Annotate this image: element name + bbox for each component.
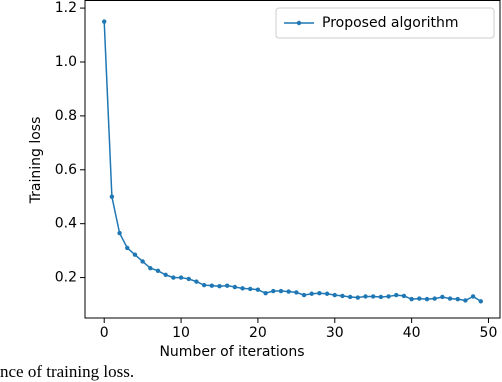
point — [417, 296, 422, 301]
point — [424, 296, 430, 302]
y-tick-label: 0.6 — [55, 162, 77, 178]
point — [148, 265, 153, 271]
point — [355, 295, 361, 300]
point — [163, 272, 168, 278]
point — [125, 245, 130, 251]
y-tick-label: 0.4 — [55, 216, 77, 232]
point — [324, 291, 330, 296]
line — [103, 21, 482, 302]
caption: nce of training loss. — [0, 362, 134, 381]
point — [347, 294, 353, 300]
point — [102, 19, 107, 24]
point — [248, 286, 253, 292]
point — [455, 296, 460, 302]
point — [140, 259, 145, 264]
point — [447, 296, 453, 301]
point — [171, 275, 176, 280]
point — [155, 268, 161, 274]
point — [394, 292, 399, 298]
point — [209, 283, 215, 288]
point — [186, 276, 191, 282]
point — [440, 294, 445, 300]
x-tick-label: 20 — [249, 325, 267, 341]
point — [201, 282, 207, 288]
y-tick-label: 0.8 — [55, 108, 77, 124]
point — [255, 287, 261, 292]
x-tick-label: 0 — [100, 325, 109, 341]
legend-label: Proposed algorithm — [322, 15, 458, 31]
point — [409, 296, 414, 302]
point — [294, 290, 299, 295]
point — [317, 291, 322, 296]
point — [132, 252, 138, 257]
point — [340, 293, 345, 299]
point — [240, 286, 245, 291]
point — [309, 291, 314, 296]
point — [271, 288, 276, 294]
x-axis-label: Number of iterations — [159, 344, 304, 360]
point — [478, 299, 483, 304]
legend-marker — [296, 20, 302, 26]
point — [370, 294, 376, 299]
point — [117, 230, 122, 236]
point — [463, 298, 468, 303]
point — [109, 194, 115, 199]
x-tick-label: 30 — [326, 325, 344, 341]
point — [470, 294, 476, 299]
point — [224, 283, 230, 288]
point — [332, 292, 337, 298]
point — [286, 289, 291, 294]
x-tick-label: 40 — [403, 325, 421, 341]
point — [278, 288, 284, 294]
y-axis-label: Training loss — [28, 117, 44, 205]
plot-frame — [84, 0, 501, 319]
x-tick-label: 10 — [172, 325, 190, 341]
point — [378, 294, 384, 300]
y-tick-label: 0.2 — [55, 270, 77, 286]
x-tick-label: 50 — [480, 325, 498, 341]
point — [401, 293, 407, 299]
point — [363, 294, 368, 299]
point — [263, 291, 268, 296]
y-tick-label: 1.2 — [55, 0, 77, 16]
point — [232, 284, 238, 290]
point — [217, 284, 222, 289]
point — [301, 292, 307, 298]
legend-box — [275, 7, 495, 39]
point — [432, 296, 437, 301]
point — [194, 279, 199, 284]
point — [178, 275, 184, 280]
point — [386, 294, 391, 299]
y-tick-label: 1.0 — [55, 54, 77, 70]
